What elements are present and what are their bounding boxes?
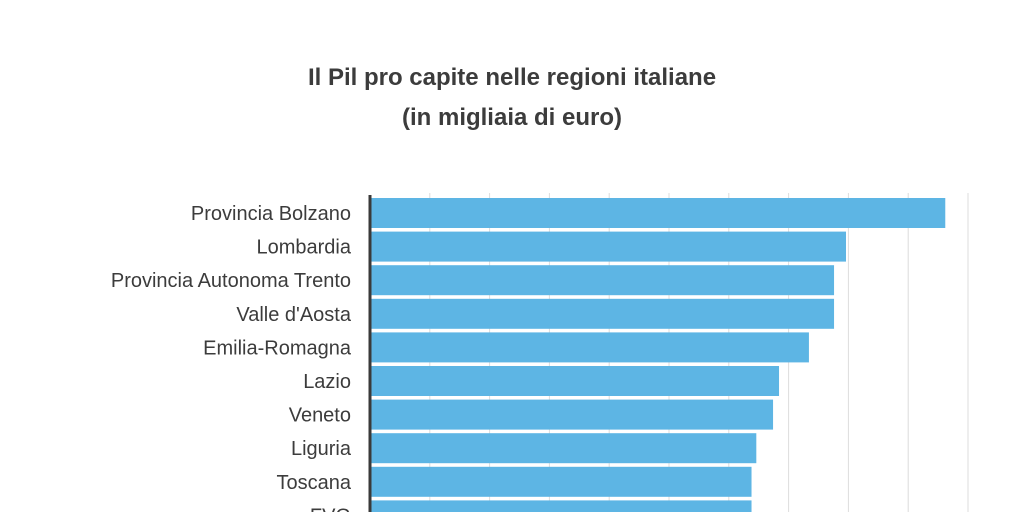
category-label: Toscana xyxy=(277,472,352,494)
category-label: Liguria xyxy=(291,438,352,460)
bar xyxy=(370,399,774,430)
bar xyxy=(370,466,752,497)
bar xyxy=(370,332,809,363)
category-label: FVG xyxy=(310,505,351,512)
category-label: Provincia Bolzano xyxy=(191,203,351,225)
bar xyxy=(370,298,835,329)
category-label: Lazio xyxy=(303,371,351,393)
category-label: Valle d'Aosta xyxy=(236,304,352,326)
chart-title: Il Pil pro capite nelle regioni italiane… xyxy=(0,58,1024,138)
bar xyxy=(370,231,847,262)
bar xyxy=(370,198,946,228)
chart-title-line1: Il Pil pro capite nelle regioni italiane xyxy=(307,64,717,91)
category-label: Lombardia xyxy=(256,237,351,259)
category-label: Veneto xyxy=(289,405,351,427)
bar xyxy=(370,366,780,396)
bar xyxy=(370,433,757,464)
category-label: Provincia Autonoma Trento xyxy=(111,270,351,292)
bar xyxy=(370,265,835,296)
chart-title-line2: (in migliaia di euro) xyxy=(401,104,623,131)
category-label: Emilia-Romagna xyxy=(203,337,352,359)
bar xyxy=(370,500,752,512)
